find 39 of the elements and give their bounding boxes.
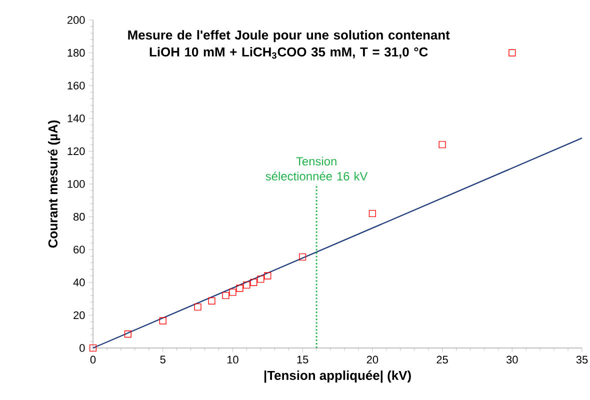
- y-tick-label: 200: [67, 16, 85, 24]
- y-axis-title: Courant mesuré (µA): [48, 120, 60, 248]
- point: [194, 303, 202, 311]
- point: [236, 284, 244, 292]
- x-tick-label: 5: [160, 356, 166, 364]
- y-tick-label: 0: [80, 344, 85, 352]
- x-tick-label: 30: [506, 356, 518, 364]
- ref-line-label: Tension sélectionnée 16 kV: [266, 156, 368, 180]
- point: [299, 253, 306, 261]
- y-tick-label: 20: [74, 311, 85, 320]
- y-tick-label: 60: [74, 246, 85, 254]
- point: [208, 297, 216, 304]
- point: [257, 276, 264, 283]
- point: [229, 288, 236, 296]
- x-tick-label: 0: [90, 356, 96, 364]
- x-axis-title: |Tension appliquée| (kV): [264, 370, 411, 383]
- point: [264, 272, 272, 280]
- x-tick-label: 10: [227, 356, 238, 364]
- x-tick-label: 35: [576, 356, 588, 364]
- y-tick-label: 160: [68, 82, 85, 90]
- y-tick-label: 120: [68, 147, 85, 156]
- point: [250, 278, 258, 286]
- point: [159, 317, 166, 324]
- x-tick-label: 15: [297, 356, 308, 364]
- y-tick-label: 180: [68, 48, 85, 57]
- x-tick-label: 20: [366, 356, 378, 364]
- point: [508, 49, 516, 56]
- y-tick-label: 140: [68, 114, 85, 122]
- point: [222, 292, 230, 300]
- point: [124, 330, 132, 338]
- point: [368, 210, 376, 218]
- x-tick-label: 25: [436, 356, 448, 364]
- text: Mesure de l'effet Joule pour une solution contenant LiOH 10 mM + LiCH$_{3}$COO 35 mM, T = 31,0 °C: [128, 30, 450, 59]
- point: [243, 281, 250, 289]
- point: [89, 344, 97, 352]
- y-tick-label: 100: [68, 180, 85, 188]
- y-tick-label: 80: [74, 212, 85, 221]
- point: [438, 141, 446, 148]
- y-tick-label: 40: [73, 278, 85, 286]
